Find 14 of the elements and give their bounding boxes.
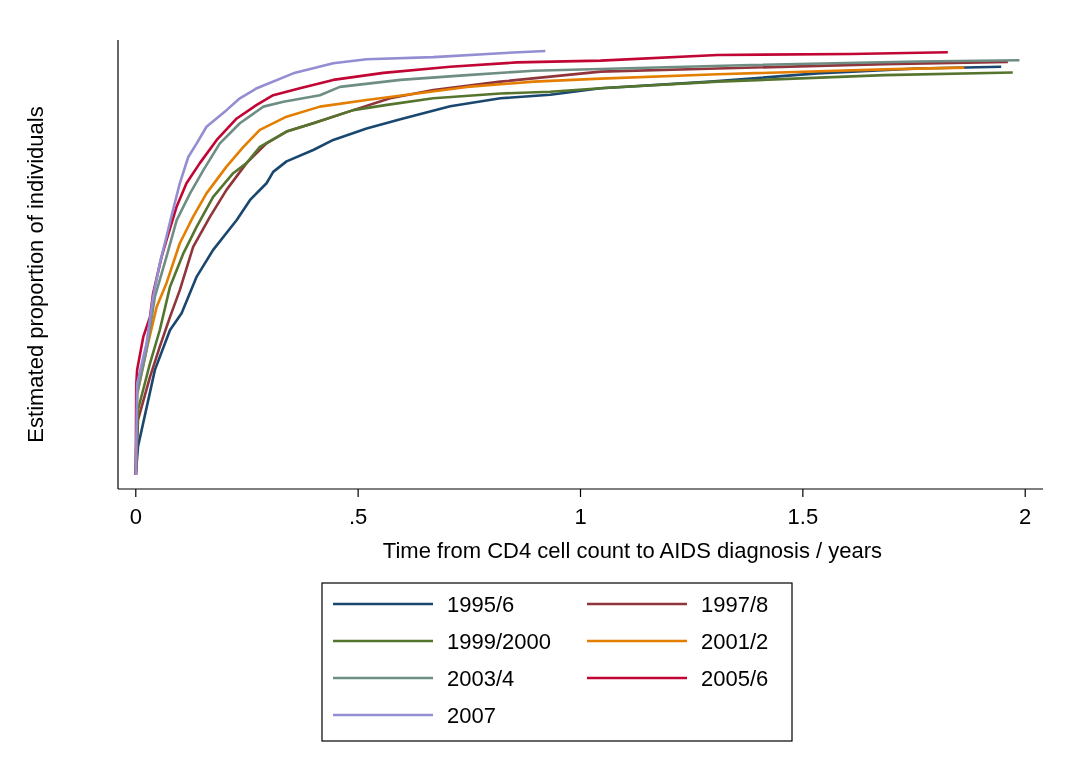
x-tick-label: 1.5 bbox=[787, 504, 819, 529]
x-axis-title: Time from CD4 cell count to AIDS diagnosis / years bbox=[382, 538, 883, 563]
x-tick-label: 2 bbox=[1019, 504, 1032, 529]
y-axis-title: Estimated proportion of individuals bbox=[23, 106, 48, 443]
x-tick-label: 0 bbox=[129, 504, 142, 529]
legend-label: 1995/6 bbox=[447, 592, 515, 617]
legend-label: 2007 bbox=[447, 703, 496, 728]
x-tick-label: 1 bbox=[574, 504, 587, 529]
legend-label: 2001/2 bbox=[701, 629, 769, 654]
legend-label: 1997/8 bbox=[701, 592, 769, 617]
x-tick-label: .5 bbox=[348, 504, 368, 529]
legend-label: 1999/2000 bbox=[447, 629, 551, 654]
legend-label: 2005/6 bbox=[701, 666, 769, 691]
legend-label: 2003/4 bbox=[447, 666, 515, 691]
